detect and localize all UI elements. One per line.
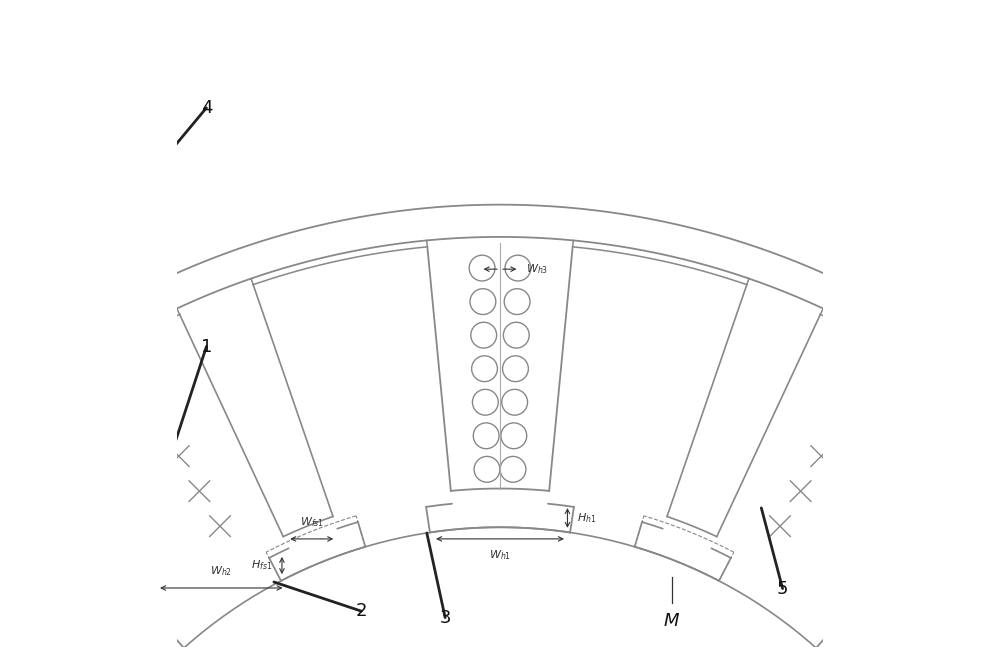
Text: $H_{h1}$: $H_{h1}$	[577, 511, 597, 525]
Text: M: M	[664, 612, 679, 631]
Text: 3: 3	[439, 608, 451, 627]
Text: 1: 1	[201, 338, 212, 356]
Text: $H_{fs1}$: $H_{fs1}$	[251, 559, 272, 572]
Text: 5: 5	[777, 579, 788, 597]
Text: $W_{h1}$: $W_{h1}$	[489, 549, 511, 562]
Text: 2: 2	[356, 602, 367, 620]
Text: $W_{h3}$: $W_{h3}$	[526, 262, 548, 276]
Text: 4: 4	[201, 99, 212, 117]
Text: $W_{h2}$: $W_{h2}$	[210, 564, 232, 578]
Text: $W_{fs1}$: $W_{fs1}$	[300, 515, 324, 529]
